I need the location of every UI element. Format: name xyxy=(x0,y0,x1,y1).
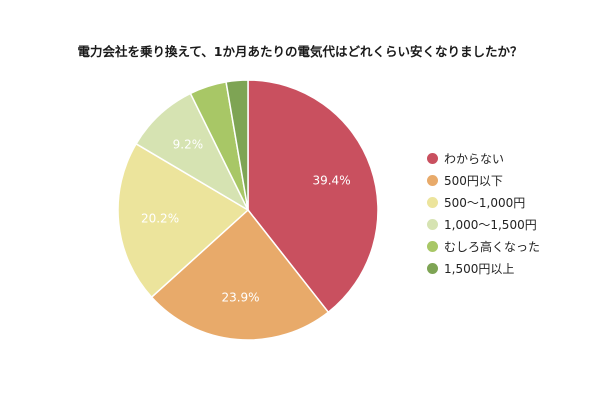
slice-data-label: 9.2% xyxy=(173,138,204,152)
legend-item: わからない xyxy=(427,147,540,169)
legend-item: 1,000〜1,500円 xyxy=(427,213,540,235)
legend-swatch xyxy=(427,218,438,230)
legend-swatch xyxy=(427,196,438,208)
legend-label: 500〜1,000円 xyxy=(444,195,526,210)
legend-label: 500円以下 xyxy=(444,173,503,188)
legend-item: むしろ高くなった xyxy=(427,235,540,257)
legend-label: むしろ高くなった xyxy=(444,239,541,254)
pie-slice xyxy=(117,142,250,299)
chart-title: 電力会社を乗り換えて、1か月あたりの電気代はどれくらい安くなりましたか？ xyxy=(77,44,523,59)
pie-slice xyxy=(225,79,249,211)
slice-data-label: 23.9% xyxy=(221,291,259,305)
legend-swatch xyxy=(427,262,438,274)
legend-swatch xyxy=(427,240,438,252)
pie-data-labels: 39.4% 23.9% 20.2% 9.2% xyxy=(141,138,351,305)
pie-slice xyxy=(247,79,379,314)
legend-label: わからない xyxy=(444,151,505,166)
slice-data-label: 39.4% xyxy=(312,174,350,188)
pie-slice xyxy=(150,208,330,341)
slice-data-label: 20.2% xyxy=(141,211,179,225)
legend-item: 1,500円以上 xyxy=(427,257,540,279)
legend-swatch xyxy=(427,152,438,164)
legend-item: 500円以下 xyxy=(427,169,540,191)
pie-slices xyxy=(117,79,379,341)
legend: わからない 500円以下 500〜1,000円 1,000〜1,500円 むしろ高くなっ… xyxy=(427,147,540,279)
legend-label: 1,000〜1,500円 xyxy=(444,217,537,232)
legend-item: 500〜1,000円 xyxy=(427,191,540,213)
legend-label: 1,500円以上 xyxy=(444,261,515,276)
legend-swatch xyxy=(427,174,438,186)
